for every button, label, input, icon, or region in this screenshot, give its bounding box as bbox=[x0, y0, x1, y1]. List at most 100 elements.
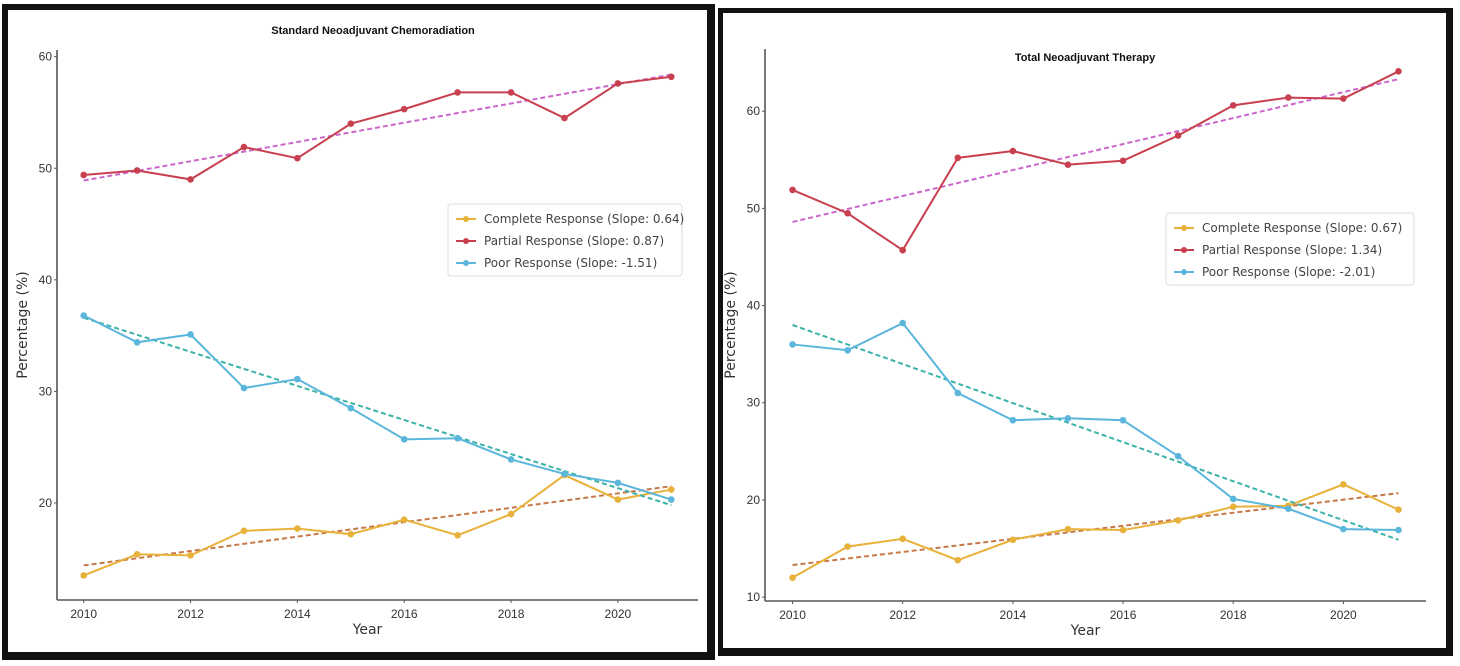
point-complete bbox=[954, 556, 962, 564]
line-complete bbox=[792, 483, 1399, 579]
legend-marker-complete bbox=[1181, 225, 1187, 231]
point-partial bbox=[899, 246, 907, 254]
trend-line-poor bbox=[83, 316, 672, 507]
point-partial bbox=[507, 89, 515, 96]
line-poor bbox=[83, 314, 672, 501]
chart-panel-standard-ncrt: Standard Neoadjuvant Chemoradiation Year… bbox=[2, 4, 715, 660]
legend-marker-poor bbox=[463, 260, 469, 266]
point-partial bbox=[614, 80, 622, 87]
x-tick-label: 2016 bbox=[1110, 608, 1137, 622]
point-poor bbox=[1395, 526, 1402, 534]
point-complete bbox=[1119, 526, 1127, 534]
line-partial bbox=[83, 75, 672, 181]
point-poor bbox=[614, 479, 622, 487]
point-complete bbox=[1229, 503, 1237, 511]
point-poor bbox=[507, 456, 515, 463]
point-poor bbox=[1229, 495, 1237, 503]
point-poor bbox=[667, 496, 675, 503]
legend-marker-poor bbox=[1181, 269, 1187, 275]
point-partial bbox=[400, 105, 408, 113]
series-poor bbox=[789, 319, 1402, 541]
point-partial bbox=[667, 73, 675, 81]
point-complete bbox=[1395, 506, 1402, 513]
point-poor bbox=[1064, 414, 1072, 422]
point-partial bbox=[1340, 95, 1347, 102]
legend-label-poor: Poor Response (Slope: -2.01) bbox=[1202, 265, 1375, 279]
point-poor bbox=[1009, 416, 1017, 424]
legend-box bbox=[447, 203, 683, 277]
x-tick-label: 2012 bbox=[889, 608, 916, 622]
point-poor bbox=[454, 434, 461, 442]
point-complete bbox=[1174, 517, 1182, 524]
y-tick-label: 10 bbox=[747, 590, 761, 604]
trend-line-partial bbox=[792, 78, 1399, 223]
y-tick-label: 20 bbox=[39, 496, 53, 510]
point-complete bbox=[240, 527, 248, 535]
point-complete bbox=[1340, 481, 1347, 488]
point-partial bbox=[1064, 161, 1072, 168]
point-partial bbox=[240, 143, 248, 151]
point-poor bbox=[133, 338, 141, 346]
trend-line-complete bbox=[83, 485, 672, 567]
point-complete bbox=[1064, 525, 1072, 533]
y-axis-label: Percentage (%) bbox=[723, 271, 739, 378]
legend-marker-complete bbox=[463, 216, 469, 222]
series-complete bbox=[80, 471, 675, 579]
point-poor bbox=[1340, 525, 1347, 533]
point-complete bbox=[133, 550, 141, 558]
point-partial bbox=[1009, 147, 1017, 155]
legend: Complete Response (Slope: 0.67) Partial R… bbox=[1165, 212, 1415, 286]
point-poor bbox=[899, 319, 907, 327]
legend-label-complete: Complete Response (Slope: 0.64) bbox=[484, 212, 684, 226]
y-tick-label: 40 bbox=[747, 299, 761, 313]
y-tick-label: 40 bbox=[39, 273, 53, 287]
point-complete bbox=[507, 510, 515, 518]
point-partial bbox=[1395, 68, 1402, 75]
point-poor bbox=[789, 341, 796, 348]
x-tick-label: 2014 bbox=[1000, 608, 1027, 622]
point-complete bbox=[789, 574, 796, 581]
legend-marker-partial bbox=[463, 238, 469, 244]
point-complete bbox=[667, 486, 675, 493]
x-axis-label: Year bbox=[352, 622, 383, 638]
x-tick-label: 2020 bbox=[605, 607, 632, 621]
y-tick-label: 60 bbox=[747, 104, 761, 118]
x-tick-label: 2018 bbox=[1220, 608, 1247, 622]
point-poor bbox=[954, 389, 962, 397]
line-poor bbox=[792, 321, 1399, 532]
legend-box bbox=[1165, 212, 1415, 286]
series-poor bbox=[80, 312, 675, 507]
x-tick-label: 2018 bbox=[498, 607, 525, 621]
x-tick-label: 2012 bbox=[177, 607, 204, 621]
y-tick-label: 30 bbox=[747, 396, 761, 410]
point-poor bbox=[187, 331, 194, 338]
trend-line-partial bbox=[83, 73, 672, 182]
series-complete bbox=[789, 481, 1402, 581]
point-partial bbox=[844, 209, 851, 217]
legend-label-poor: Poor Response (Slope: -1.51) bbox=[484, 256, 657, 270]
point-poor bbox=[240, 384, 248, 392]
chart-title: Standard Neoadjuvant Chemoradiation bbox=[271, 25, 475, 37]
point-partial bbox=[80, 171, 88, 179]
y-tick-label: 50 bbox=[747, 201, 761, 215]
point-partial bbox=[789, 186, 796, 194]
x-tick-label: 2020 bbox=[1330, 608, 1357, 622]
point-complete bbox=[454, 531, 461, 539]
point-poor bbox=[80, 312, 88, 319]
trend-line-poor bbox=[792, 324, 1399, 541]
legend: Complete Response (Slope: 0.64) Partial R… bbox=[447, 203, 684, 277]
point-complete bbox=[400, 516, 408, 523]
chart-panel-total-neoadjuvant: Total Neoadjuvant Therapy Year Percentag… bbox=[718, 8, 1453, 656]
x-tick-label: 2010 bbox=[779, 608, 806, 622]
y-tick-label: 20 bbox=[747, 493, 761, 507]
chart-total-neoadjuvant: Total Neoadjuvant Therapy Year Percentag… bbox=[723, 49, 1426, 639]
point-partial bbox=[1119, 157, 1127, 165]
point-partial bbox=[347, 120, 355, 127]
point-partial bbox=[133, 167, 141, 174]
point-poor bbox=[1119, 416, 1127, 424]
point-complete bbox=[80, 572, 88, 579]
point-complete bbox=[844, 543, 851, 550]
point-complete bbox=[899, 535, 907, 543]
point-poor bbox=[561, 470, 568, 478]
legend-label-partial: Partial Response (Slope: 0.87) bbox=[484, 234, 664, 248]
